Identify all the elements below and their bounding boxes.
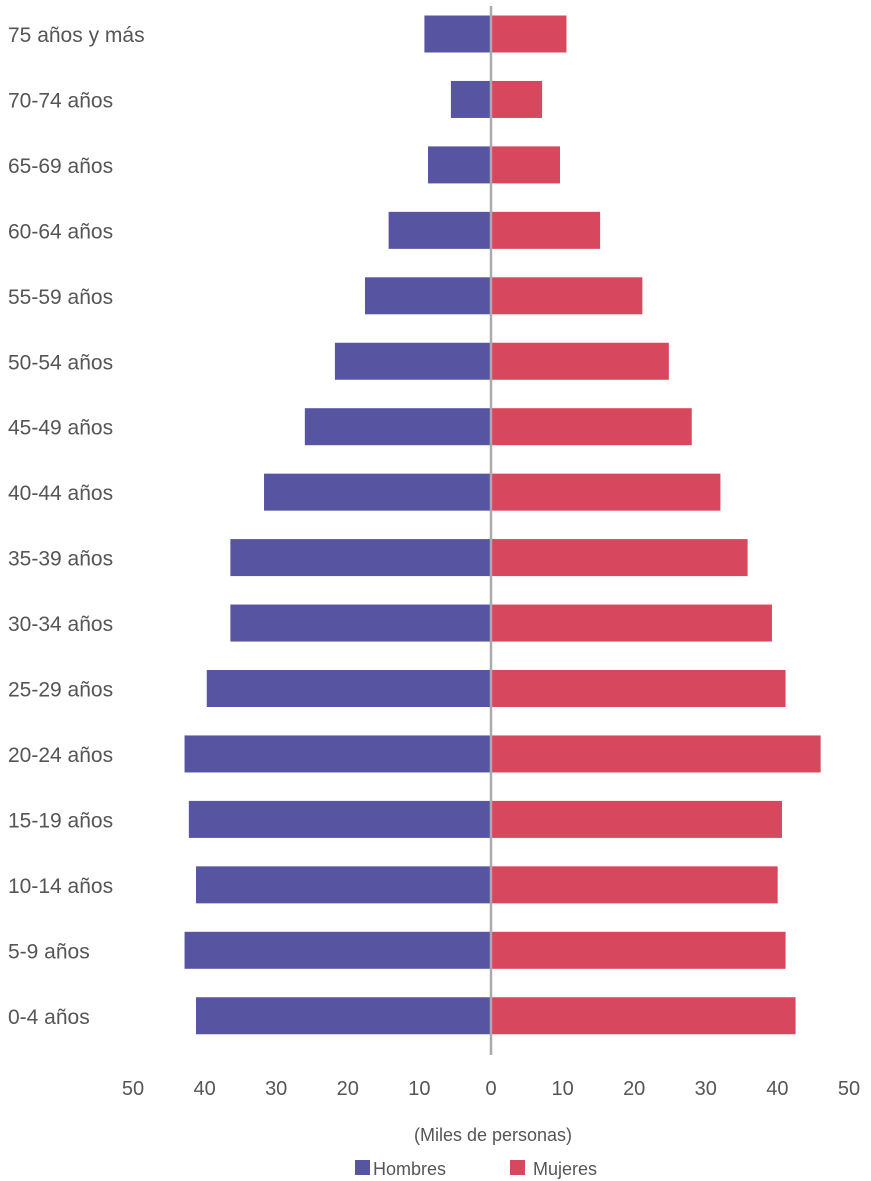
bar-hombres-65-69-anos xyxy=(427,146,491,184)
bar-mujeres-40-44-anos xyxy=(492,473,721,511)
x-tick-label: 20 xyxy=(337,1078,359,1100)
x-tick-label: 0 xyxy=(485,1078,496,1100)
category-label-10-14-anos: 10-14 años xyxy=(8,875,113,898)
bar-hombres-15-19-anos xyxy=(188,800,491,838)
category-label-20-24-anos: 20-24 años xyxy=(8,744,113,767)
x-tick-label: 50 xyxy=(838,1078,860,1100)
category-label-40-44-anos: 40-44 años xyxy=(8,482,113,505)
x-tick-label: 40 xyxy=(193,1078,215,1100)
bar-mujeres-60-64-anos xyxy=(492,211,601,249)
category-label-35-39-anos: 35-39 años xyxy=(8,548,113,571)
bar-hombres-30-34-anos xyxy=(230,604,491,642)
x-tick-label: 30 xyxy=(265,1078,287,1100)
bar-hombres-5-9-anos xyxy=(184,931,491,969)
legend: Hombres Mujeres xyxy=(355,1159,597,1179)
bar-hombres-10-14-anos xyxy=(196,866,491,904)
category-label-45-49-anos: 45-49 años xyxy=(8,417,113,440)
bar-mujeres-5-9-anos xyxy=(492,931,786,969)
legend-label-hombres: Hombres xyxy=(373,1159,446,1179)
x-tick-label: 40 xyxy=(766,1078,788,1100)
category-label-50-54-anos: 50-54 años xyxy=(8,351,113,374)
category-label-60-64-anos: 60-64 años xyxy=(8,220,113,243)
category-label-65-69-anos: 65-69 años xyxy=(8,155,113,178)
category-labels: 75 años y más 70-74 años 65-69 años 60-64 a… xyxy=(8,24,145,1029)
legend-label-mujeres: Mujeres xyxy=(533,1159,597,1179)
bar-mujeres-45-49-anos xyxy=(492,408,692,446)
category-label-5-9-anos: 5-9 años xyxy=(8,940,90,963)
bar-hombres-45-49-anos xyxy=(304,408,491,446)
bar-hombres-70-74-anos xyxy=(450,80,491,118)
bar-hombres-50-54-anos xyxy=(334,342,491,380)
category-label-0-4-anos: 0-4 años xyxy=(8,1006,90,1029)
category-label-15-19-anos: 15-19 años xyxy=(8,809,113,832)
bar-mujeres-65-69-anos xyxy=(492,146,561,184)
x-tick-label: 10 xyxy=(551,1078,573,1100)
bar-hombres-20-24-anos xyxy=(184,735,491,773)
bar-hombres-60-64-anos xyxy=(388,211,491,249)
category-label-30-34-anos: 30-34 años xyxy=(8,613,113,636)
category-label-25-29-anos: 25-29 años xyxy=(8,679,113,702)
category-label-55-59-anos: 55-59 años xyxy=(8,286,113,309)
x-tick-label: 10 xyxy=(408,1078,430,1100)
bar-hombres-40-44-anos xyxy=(264,473,491,511)
category-label-70-74-anos: 70-74 años xyxy=(8,89,113,112)
x-axis-ticks: 50 40 30 20 10 0 10 20 30 40 50 xyxy=(122,1078,860,1100)
bar-hombres-35-39-anos xyxy=(230,539,491,577)
bar-mujeres-70-74-anos xyxy=(492,80,543,118)
bar-mujeres-20-24-anos xyxy=(492,735,821,773)
bar-mujeres-35-39-anos xyxy=(492,539,748,577)
bar-mujeres-15-19-anos xyxy=(492,800,782,838)
bar-mujeres-10-14-anos xyxy=(492,866,778,904)
x-tick-label: 50 xyxy=(122,1078,144,1100)
bar-mujeres-25-29-anos xyxy=(492,670,786,707)
x-tick-label: 30 xyxy=(695,1078,717,1100)
bar-mujeres-50-54-anos xyxy=(492,342,669,380)
bar-hombres-55-59-anos xyxy=(364,277,491,315)
category-label-75-anos-y-mas: 75 años y más xyxy=(8,24,145,47)
bar-mujeres-75-anos-y-mas xyxy=(492,15,567,53)
bar-hombres-0-4-anos xyxy=(196,997,491,1035)
x-axis-title: (Miles de personas) xyxy=(414,1125,572,1145)
bar-hombres-75-anos-y-mas xyxy=(424,15,491,53)
x-tick-label: 20 xyxy=(623,1078,645,1100)
legend-swatch-hombres xyxy=(355,1160,370,1175)
bar-mujeres-55-59-anos xyxy=(492,277,643,315)
legend-swatch-mujeres xyxy=(510,1160,525,1175)
bar-mujeres-30-34-anos xyxy=(492,604,772,642)
bars-layer xyxy=(184,15,821,1035)
bar-mujeres-0-4-anos xyxy=(492,997,796,1035)
bar-hombres-25-29-anos xyxy=(206,670,492,707)
